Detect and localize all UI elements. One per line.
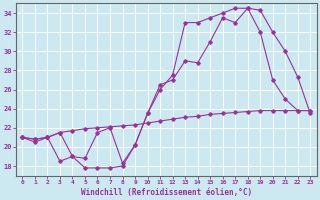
X-axis label: Windchill (Refroidissement éolien,°C): Windchill (Refroidissement éolien,°C) bbox=[81, 188, 252, 197]
